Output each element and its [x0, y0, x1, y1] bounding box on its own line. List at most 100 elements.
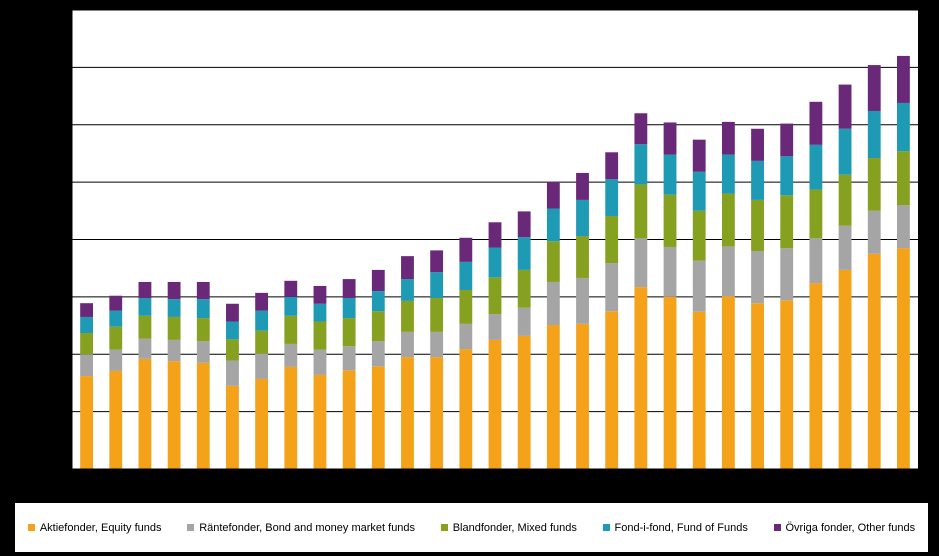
bar-segment [896, 151, 910, 206]
legend-item: Blandfonder, Mixed funds [440, 522, 577, 534]
bar-segment [867, 158, 881, 211]
bar-segment [605, 263, 619, 312]
bar-segment [809, 238, 823, 284]
bar-segment [751, 128, 764, 161]
bar-segment [459, 323, 473, 350]
legend-item: Räntefonder, Bond and money market funds [187, 522, 415, 534]
bar-segment [896, 205, 910, 249]
y-tick-label: 2 [58, 348, 64, 360]
bar-segment [867, 65, 881, 111]
legend-item: Aktiefonder, Equity funds [27, 521, 162, 534]
bar-segment [138, 338, 152, 359]
legend-swatch [602, 524, 610, 531]
bar-segment [284, 366, 298, 469]
y-tick-label: 1 [58, 406, 64, 418]
bar-segment [546, 324, 560, 469]
bar-segment [80, 316, 94, 334]
bar-segment [80, 303, 94, 317]
bar-segment [721, 246, 735, 297]
bar-segment [663, 154, 677, 195]
bar-segment [721, 296, 735, 469]
bar-segment [838, 128, 852, 175]
bar-segment [809, 189, 823, 239]
legend-swatch [187, 524, 195, 531]
y-tick-label: 8 [58, 4, 64, 16]
legend-swatch [27, 524, 35, 531]
bar-segment [605, 152, 619, 180]
bar-segment [488, 339, 502, 469]
bar-segment [634, 238, 648, 288]
bar-segment [167, 339, 181, 362]
bar-segment [313, 285, 327, 304]
bar-segment [138, 358, 152, 469]
bar-segment [342, 279, 356, 299]
bar-segment [80, 354, 94, 377]
bar-segment [634, 184, 648, 239]
bar-segment [517, 269, 531, 308]
legend-item: Övriga fonder, Other funds [773, 522, 915, 534]
bar-segment [196, 281, 210, 300]
bar-segment [488, 247, 502, 278]
bar-segment [430, 250, 444, 273]
bar-segment [605, 215, 619, 264]
bar-segment [342, 298, 356, 319]
bar-segment [255, 292, 269, 311]
bar-segment [313, 349, 327, 375]
bar-segment [138, 298, 152, 316]
bar-segment [167, 281, 181, 300]
bar-segment [546, 241, 560, 282]
bar-segment [605, 311, 619, 469]
bar-segment [721, 193, 735, 247]
bar-segment [313, 303, 327, 322]
bar-segment [517, 335, 531, 469]
bar-segment [255, 330, 269, 354]
bar-segment [401, 300, 414, 332]
bar-segment [430, 357, 444, 469]
bar-segment [371, 341, 385, 367]
y-tick-label: 5 [58, 176, 64, 188]
bar-segment [838, 225, 852, 270]
bar-segment [109, 370, 123, 469]
bar-segment [109, 310, 123, 327]
bar-segment [459, 289, 473, 324]
chart: 0 1 2 3 4 5 6 7 8 [58, 4, 918, 470]
bar-segment [838, 174, 852, 226]
bar-segment [284, 343, 298, 367]
bar-segment [576, 236, 589, 278]
bar-segment [692, 171, 706, 211]
bar-segment [284, 296, 298, 316]
bar-segment [634, 113, 648, 145]
bar-segment [138, 281, 152, 299]
bar-segment [371, 311, 385, 342]
bar-segment [342, 370, 356, 469]
legend-swatch [440, 524, 448, 531]
bar-segment [196, 362, 210, 469]
bar-segment [896, 55, 910, 103]
bar-segment [226, 360, 239, 386]
bar-segment [401, 331, 414, 358]
bar-segment [896, 102, 910, 152]
bar-segment [430, 298, 444, 332]
bar-segment [867, 210, 881, 254]
bar-segment [867, 253, 881, 469]
bar-segment [780, 300, 794, 469]
bar-segment [692, 139, 706, 172]
bar-segment [517, 307, 531, 336]
legend-label: Aktiefonder, Equity funds [39, 521, 162, 534]
bar-segment [721, 121, 735, 155]
bar-segment [459, 349, 473, 469]
bar-segment [751, 250, 764, 304]
bar-segment [109, 295, 123, 311]
bar-segment [226, 321, 239, 340]
bar-segment [809, 101, 823, 145]
bar-segment [459, 261, 473, 290]
bar-segment [196, 299, 210, 319]
bar-segment [371, 291, 385, 312]
bar-segment [517, 211, 531, 238]
bar-segment [751, 199, 764, 251]
bar-segment [692, 210, 706, 261]
bar-segment [780, 248, 794, 301]
bar-segment [663, 194, 677, 247]
bar-segment [721, 154, 735, 194]
bar-segment [226, 303, 239, 322]
